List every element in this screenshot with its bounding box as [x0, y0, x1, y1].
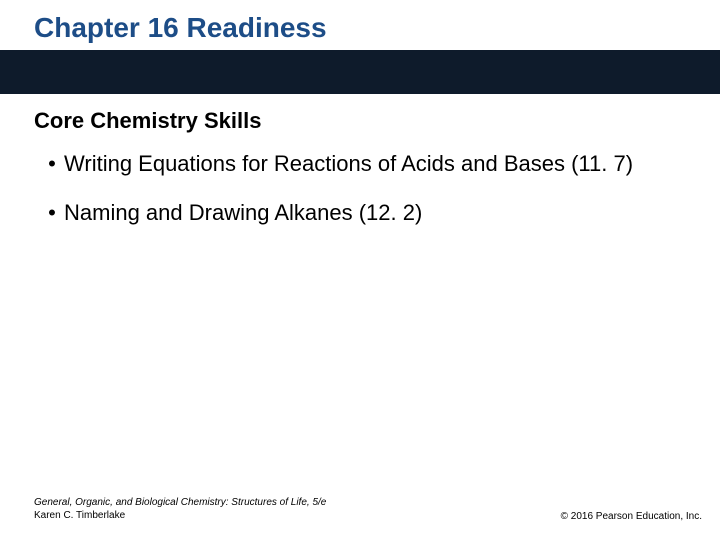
footer-author: Karen C. Timberlake [34, 510, 326, 523]
footer-left: General, Organic, and Biological Chemist… [34, 497, 326, 522]
list-item: • Writing Equations for Reactions of Aci… [40, 150, 680, 179]
title-area: Chapter 16 Readiness [0, 0, 720, 50]
footer-book-title: General, Organic, and Biological Chemist… [34, 497, 326, 510]
bullet-dot-icon: • [40, 150, 64, 179]
footer: General, Organic, and Biological Chemist… [0, 497, 720, 522]
list-item: • Naming and Drawing Alkanes (12. 2) [40, 199, 680, 228]
bullet-dot-icon: • [40, 199, 64, 228]
bullet-list: • Writing Equations for Reactions of Aci… [0, 134, 720, 227]
footer-copyright: © 2016 Pearson Education, Inc. [561, 511, 702, 522]
slide: Chapter 16 Readiness Core Chemistry Skil… [0, 0, 720, 540]
chapter-title: Chapter 16 Readiness [34, 12, 720, 44]
bullet-text: Naming and Drawing Alkanes (12. 2) [64, 199, 680, 228]
subheading: Core Chemistry Skills [0, 94, 720, 134]
header-bar [0, 50, 720, 94]
bullet-text: Writing Equations for Reactions of Acids… [64, 150, 680, 179]
